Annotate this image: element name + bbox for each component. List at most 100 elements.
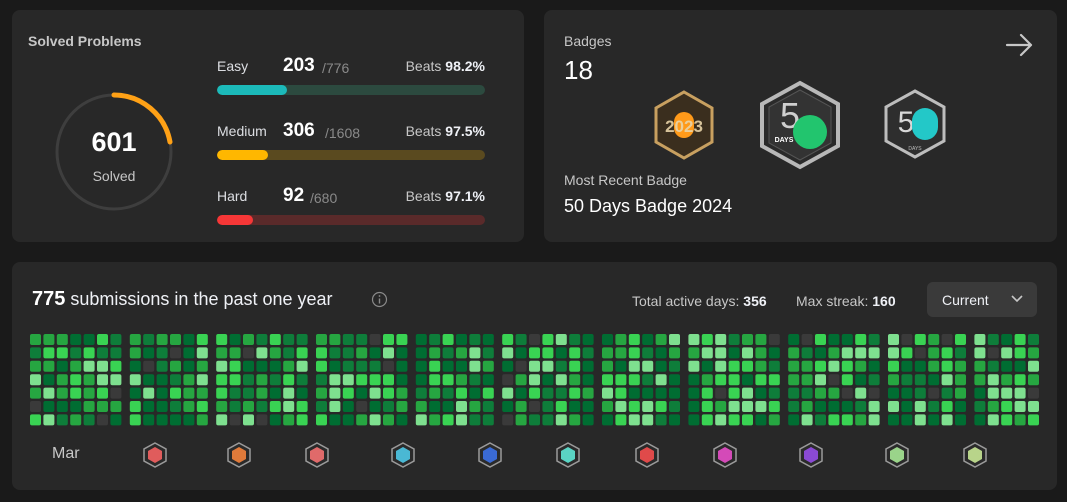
heatmap-cell[interactable] [728,360,740,372]
heatmap-cell[interactable] [243,401,254,412]
heatmap-cell[interactable] [529,414,540,426]
heatmap-cell[interactable] [628,374,640,386]
heatmap-cell[interactable] [183,414,195,426]
badge-50-days-2023-icon[interactable]: 5 DAYS [882,88,948,160]
heatmap-cell[interactable] [369,374,381,386]
heatmap-cell[interactable] [456,387,467,399]
heatmap-cell[interactable] [229,347,241,359]
heatmap-cell[interactable] [928,414,940,426]
heatmap-cell[interactable] [183,374,195,386]
heatmap-cell[interactable] [283,347,295,359]
heatmap-cell[interactable] [429,374,441,386]
heatmap-cell[interactable] [196,401,208,412]
heatmap-cell[interactable] [888,347,899,359]
heatmap-cell[interactable] [801,334,813,345]
heatmap-cell[interactable] [569,414,581,426]
heatmap-cell[interactable] [296,401,308,412]
heatmap-cell[interactable] [555,347,567,359]
heatmap-cell[interactable] [243,360,254,372]
heatmap-cell[interactable] [669,414,680,426]
heatmap-cell[interactable] [542,401,554,412]
heatmap-cell[interactable] [30,360,41,372]
heatmap-cell[interactable] [156,374,168,386]
heatmap-cell[interactable] [755,347,767,359]
heatmap-cell[interactable] [1001,334,1013,345]
heatmap-cell[interactable] [742,374,753,386]
heatmap-cell[interactable] [955,414,966,426]
heatmap-cell[interactable] [801,414,813,426]
heatmap-cell[interactable] [768,387,780,399]
heatmap-cell[interactable] [828,387,840,399]
heatmap-cell[interactable] [342,334,354,345]
heatmap-cell[interactable] [442,347,454,359]
heatmap-cell[interactable] [129,374,141,386]
heatmap-cell[interactable] [329,334,341,345]
heatmap-cell[interactable] [555,334,567,345]
heatmap-cell[interactable] [296,414,308,426]
heatmap-cell[interactable] [256,401,268,412]
heatmap-cell[interactable] [529,360,540,372]
heatmap-cell[interactable] [269,347,281,359]
heatmap-cell[interactable] [868,401,880,412]
heatmap-cell[interactable] [229,360,241,372]
heatmap-cell[interactable] [442,360,454,372]
heatmap-cell[interactable] [283,401,295,412]
heatmap-cell[interactable] [768,374,780,386]
heatmap-cell[interactable] [529,401,540,412]
heatmap-cell[interactable] [356,374,368,386]
heatmap-cell[interactable] [868,360,880,372]
heatmap-cell[interactable] [129,334,141,345]
heatmap-cell[interactable] [841,401,853,412]
heatmap-cell[interactable] [742,387,753,399]
heatmap-cell[interactable] [987,401,999,412]
heatmap-cell[interactable] [442,374,454,386]
heatmap-cell[interactable] [396,387,408,399]
heatmap-cell[interactable] [788,374,800,386]
heatmap-cell[interactable] [83,334,95,345]
heatmap-cell[interactable] [855,414,867,426]
heatmap-cell[interactable] [383,347,394,359]
heatmap-cell[interactable] [342,414,354,426]
heatmap-cell[interactable] [70,347,82,359]
heatmap-cell[interactable] [974,360,986,372]
heatmap-cell[interactable] [888,401,899,412]
heatmap-cell[interactable] [728,387,740,399]
heatmap-cell[interactable] [269,387,281,399]
heatmap-cell[interactable] [715,360,727,372]
heatmap-cell[interactable] [655,360,667,372]
heatmap-cell[interactable] [855,401,867,412]
heatmap-cell[interactable] [243,347,254,359]
heatmap-cell[interactable] [429,414,441,426]
heatmap-cell[interactable] [688,401,700,412]
heatmap-cell[interactable] [83,360,95,372]
heatmap-cell[interactable] [316,360,327,372]
heatmap-cell[interactable] [742,334,753,345]
heatmap-cell[interactable] [1001,414,1013,426]
heatmap-cell[interactable] [369,414,381,426]
heatmap-cell[interactable] [502,374,514,386]
heatmap-cell[interactable] [156,414,168,426]
heatmap-cell[interactable] [56,387,68,399]
heatmap-cell[interactable] [715,414,727,426]
heatmap-cell[interactable] [396,401,408,412]
heatmap-cell[interactable] [941,374,953,386]
heatmap-cell[interactable] [628,387,640,399]
heatmap-cell[interactable] [456,334,467,345]
heatmap-cell[interactable] [97,387,108,399]
heatmap-cell[interactable] [316,387,327,399]
heatmap-cell[interactable] [728,374,740,386]
badge-2023-icon[interactable]: 2023 [652,90,716,160]
monthly-badge-icon[interactable] [477,442,503,468]
heatmap-cell[interactable] [569,360,581,372]
heatmap-cell[interactable] [356,414,368,426]
heatmap-cell[interactable] [283,374,295,386]
heatmap-cell[interactable] [316,347,327,359]
heatmap-cell[interactable] [715,347,727,359]
heatmap-cell[interactable] [542,387,554,399]
heatmap-cell[interactable] [901,347,913,359]
heatmap-cell[interactable] [602,374,613,386]
heatmap-cell[interactable] [83,414,95,426]
heatmap-cell[interactable] [56,334,68,345]
heatmap-cell[interactable] [642,414,654,426]
heatmap-cell[interactable] [383,387,394,399]
